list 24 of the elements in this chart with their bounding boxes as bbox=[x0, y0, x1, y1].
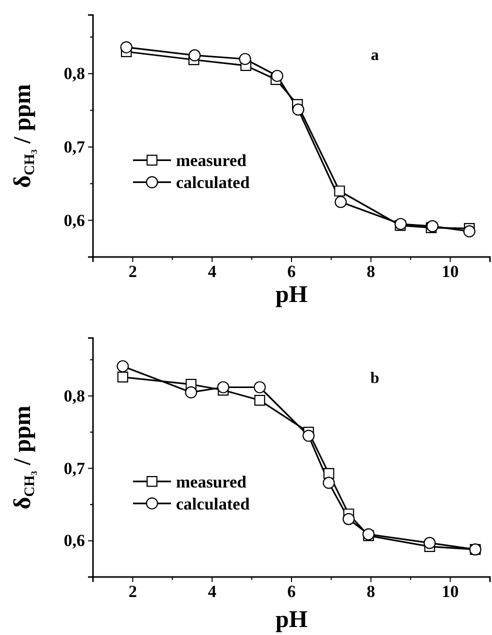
x-tick-label: 2 bbox=[128, 262, 137, 282]
x-tick-label: 2 bbox=[128, 582, 137, 602]
x-tick-label: 4 bbox=[208, 582, 217, 602]
x-tick-label: 4 bbox=[208, 262, 217, 282]
y-tick-label: 0,8 bbox=[64, 64, 85, 84]
x-tick-label: 6 bbox=[287, 582, 296, 602]
x-axis-title: pH bbox=[275, 607, 308, 633]
x-tick-label: 10 bbox=[442, 262, 459, 282]
legend-label: calculated bbox=[176, 494, 250, 514]
x-tick-label: 8 bbox=[366, 262, 376, 282]
x-axis-title: pH bbox=[275, 282, 308, 308]
y-tick-label: 0,8 bbox=[64, 386, 85, 406]
annotation: b bbox=[370, 370, 380, 387]
y-tick-label: 0,6 bbox=[64, 531, 85, 550]
legend-label: measured bbox=[176, 151, 248, 170]
annotation: a bbox=[370, 47, 379, 64]
legend-label: measured bbox=[176, 472, 248, 492]
x-tick-label: 6 bbox=[287, 262, 296, 282]
legend-label: calculated bbox=[176, 173, 250, 192]
x-tick-label: 8 bbox=[366, 582, 376, 602]
x-tick-label: 10 bbox=[442, 582, 459, 602]
y-tick-label: 0,6 bbox=[64, 210, 85, 230]
y-tick-label: 0,7 bbox=[64, 458, 86, 478]
y-tick-label: 0,7 bbox=[64, 137, 86, 156]
